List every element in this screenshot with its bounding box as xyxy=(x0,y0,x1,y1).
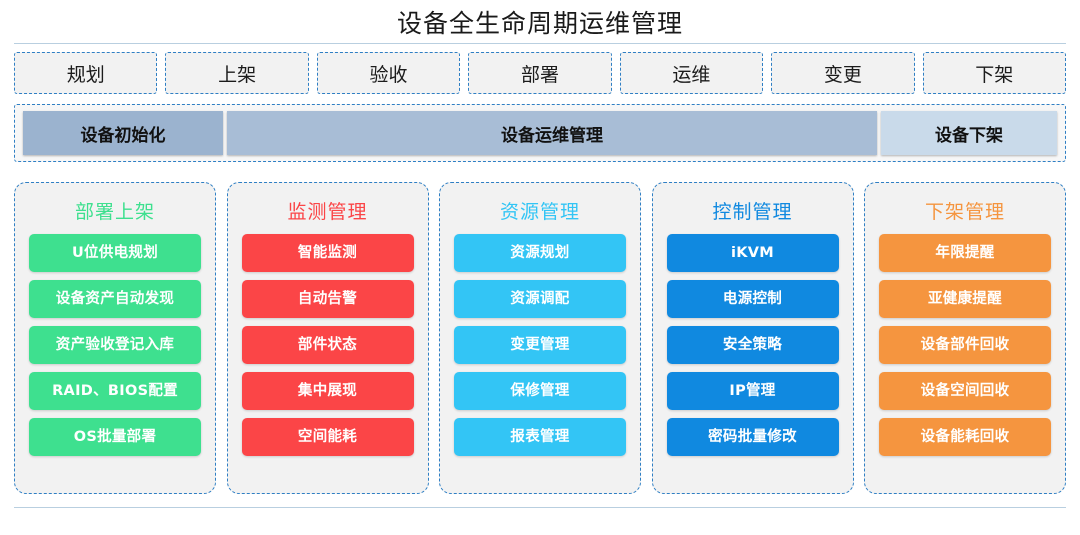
capability-item[interactable]: RAID、BIOS配置 xyxy=(29,372,201,410)
capability-item[interactable]: 变更管理 xyxy=(454,326,626,364)
stage-bar-2[interactable]: 设备运维管理 xyxy=(227,111,877,155)
capability-column-5: 下架管理年限提醒亚健康提醒设备部件回收 设备空间回收 设备能耗回收 xyxy=(864,182,1066,494)
capability-item[interactable]: iKVM xyxy=(666,234,839,272)
phase-chip-6[interactable]: 变更 xyxy=(771,52,915,94)
phase-chip-7[interactable]: 下架 xyxy=(922,52,1066,94)
stage-bar-1[interactable]: 设备初始化 xyxy=(23,111,223,155)
capability-item[interactable]: 设备部件回收 xyxy=(879,326,1051,364)
phase-chip-5[interactable]: 运维 xyxy=(619,52,764,94)
column-item-list: 年限提醒亚健康提醒设备部件回收 设备空间回收 设备能耗回收 xyxy=(879,234,1051,481)
capability-item[interactable]: 资源规划 xyxy=(454,234,626,272)
divider-bottom xyxy=(14,507,1066,508)
capability-item[interactable]: 报表管理 xyxy=(454,418,626,456)
capability-item[interactable]: U位供电规划 xyxy=(29,234,201,272)
stage-bar-3[interactable]: 设备下架 xyxy=(881,111,1057,155)
stage-band: 设备初始化 设备运维管理 设备下架 xyxy=(14,104,1066,162)
capability-item[interactable]: 安全策略 xyxy=(666,326,839,364)
column-item-list: 资源规划资源调配变更管理保修管理报表管理 xyxy=(454,234,626,481)
page-title: 设备全生命周期运维管理 xyxy=(396,9,683,38)
phase-chip-4[interactable]: 部署 xyxy=(468,52,612,94)
capability-item[interactable]: 集中展现 xyxy=(241,372,414,410)
capability-column-1: 部署上架 U位供电规划 设备资产自动发现 资产验收登记入库 RAID、BIOS配置 OS批… xyxy=(14,182,216,494)
capability-column-2: 监测管理智能监测自动告警部件状态集中展现空间能耗 xyxy=(226,182,429,494)
capability-item[interactable]: 智能监测 xyxy=(241,234,414,272)
capability-item[interactable]: 部件状态 xyxy=(241,326,414,364)
capability-item[interactable]: 资源调配 xyxy=(454,280,626,318)
capability-item[interactable]: 保修管理 xyxy=(454,372,626,410)
capability-item[interactable]: 亚健康提醒 xyxy=(879,280,1051,318)
capability-item[interactable]: 空间能耗 xyxy=(241,418,414,456)
capability-item[interactable]: 设备资产自动发现 xyxy=(29,280,201,318)
capability-item[interactable]: 设备能耗回收 xyxy=(879,418,1051,456)
capability-item[interactable]: 电源控制 xyxy=(666,280,839,318)
column-title: 监测管理 xyxy=(287,201,368,223)
capability-columns: 部署上架 U位供电规划 设备资产自动发现 资产验收登记入库 RAID、BIOS配置 OS批… xyxy=(14,182,1066,494)
capability-column-3: 资源管理资源规划资源调配变更管理保修管理报表管理 xyxy=(439,182,641,494)
column-title: 部署上架 xyxy=(74,201,155,223)
capability-column-4: 控制管理 iKVM 电源控制安全策略 IP管理密码批量修改 xyxy=(651,182,854,494)
column-item-list: 智能监测自动告警部件状态集中展现空间能耗 xyxy=(241,234,414,481)
capability-item[interactable]: 资产验收登记入库 xyxy=(29,326,201,364)
capability-item[interactable]: IP管理 xyxy=(666,372,839,410)
phase-chip-2[interactable]: 上架 xyxy=(165,52,309,94)
capability-item[interactable]: 年限提醒 xyxy=(879,234,1051,272)
capability-item[interactable]: 设备空间回收 xyxy=(879,372,1051,410)
capability-item[interactable]: 密码批量修改 xyxy=(666,418,839,456)
column-title: 资源管理 xyxy=(499,201,580,223)
column-title: 控制管理 xyxy=(712,201,793,223)
phase-chip-3[interactable]: 验收 xyxy=(316,52,461,94)
phase-chip-1[interactable]: 规划 xyxy=(14,52,158,94)
capability-item[interactable]: 自动告警 xyxy=(241,280,414,318)
phase-row: 规划 上架 验收 部署 运维 变更 下架 xyxy=(14,52,1066,94)
column-item-list: U位供电规划 设备资产自动发现 资产验收登记入库 RAID、BIOS配置 OS批量部署 xyxy=(29,234,201,481)
capability-item[interactable]: OS批量部署 xyxy=(29,418,201,456)
column-item-list: iKVM 电源控制安全策略 IP管理密码批量修改 xyxy=(666,234,839,481)
divider-top xyxy=(14,43,1066,44)
column-title: 下架管理 xyxy=(924,201,1005,223)
